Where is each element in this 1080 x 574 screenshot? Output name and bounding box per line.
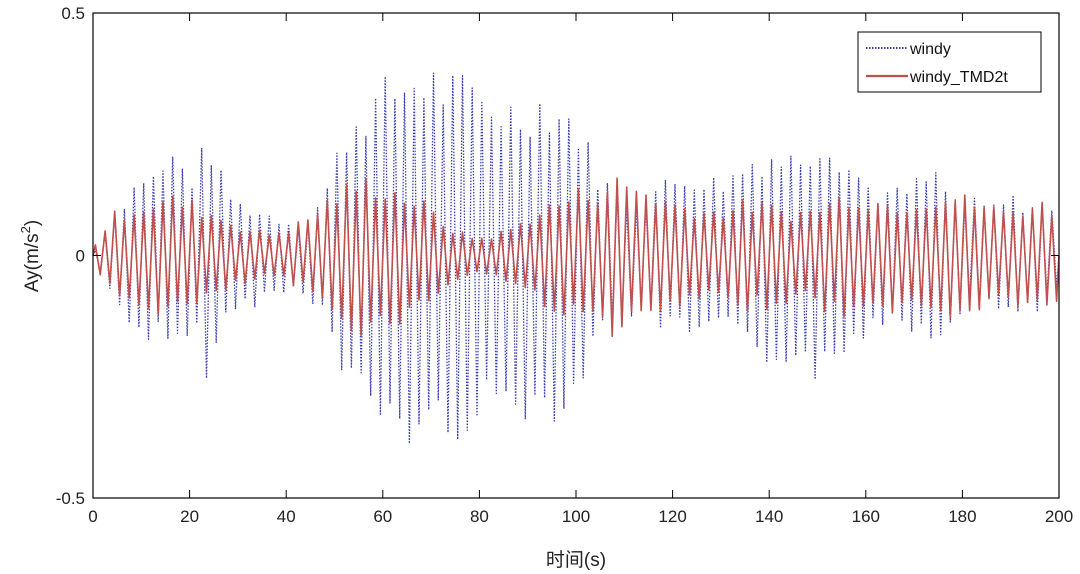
x-tick-label: 40 (277, 507, 296, 526)
y-tick-label: 0.5 (61, 4, 85, 23)
x-axis-label: 时间(s) (546, 549, 606, 571)
y-axis-label-base: Ay(m/s (22, 233, 43, 292)
y-axis-label-close: ) (22, 220, 43, 226)
legend-label-windy: windy (909, 41, 951, 58)
x-tick-label: 60 (373, 507, 392, 526)
y-tick-label: 0 (76, 247, 85, 266)
x-tick-label: 180 (948, 507, 976, 526)
x-tick-label: 200 (1045, 507, 1073, 526)
x-tick-label: 100 (562, 507, 590, 526)
x-tick-label: 120 (658, 507, 686, 526)
y-axis-label-sup: 2 (18, 226, 33, 233)
legend-box (857, 31, 1042, 93)
x-tick-label: 160 (852, 507, 880, 526)
legend: windy windy_TMD2t (857, 31, 1042, 93)
axes-layer: 0 20 40 60 80 100 120 140 160 180 200-0.500.5 (56, 4, 1073, 526)
legend-label-windy-tmd2t: windy_TMD2t (909, 69, 1008, 86)
x-tick-label: 140 (755, 507, 783, 526)
series-layer (92, 72, 1060, 445)
y-tick-label: -0.5 (56, 489, 85, 508)
x-tick-label: 20 (180, 507, 199, 526)
x-tick-label: 80 (470, 507, 489, 526)
y-axis-label: Ay(m/s2) (18, 220, 43, 292)
series-line-windy-tmd2t (92, 177, 1060, 337)
x-tick-label: 0 (88, 507, 97, 526)
